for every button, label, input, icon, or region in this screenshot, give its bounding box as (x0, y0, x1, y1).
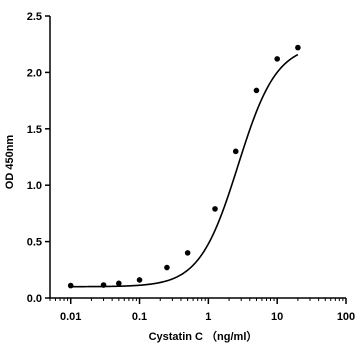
y-tick-label: 0.0 (27, 293, 42, 305)
x-tick-label: 1 (205, 311, 211, 323)
data-point (274, 56, 280, 62)
data-point (67, 282, 74, 289)
x-tick-label: 0.01 (60, 311, 81, 323)
data-point (232, 148, 239, 155)
data-points-layer (67, 44, 301, 289)
data-point (100, 282, 107, 288)
data-point (116, 280, 122, 287)
data-point (295, 44, 301, 51)
y-tick-label: 1.5 (27, 124, 42, 136)
fit-curve-layer (70, 53, 299, 288)
y-axis-label: OD 450nm (4, 135, 16, 190)
x-tick-label: 10 (271, 311, 283, 323)
y-tick-label: 2.5 (27, 11, 42, 23)
y-tick-label: 1.0 (27, 180, 42, 192)
x-axis-label: Cystatin C （ng/ml） (149, 330, 258, 343)
y-tick-label: 2.0 (27, 67, 42, 79)
x-tick-label: 0.1 (132, 311, 147, 323)
fit-curve (70, 53, 299, 288)
x-tick-label: 100 (337, 311, 355, 323)
data-point (164, 264, 170, 271)
data-point (184, 250, 191, 256)
data-point (253, 87, 260, 94)
data-point (212, 206, 218, 212)
data-point (136, 277, 143, 283)
axes: 0.0 0.5 1.0 1.5 2.0 2.5 0.01 0.1 1 10 100 (27, 11, 355, 323)
y-tick-label: 0.5 (27, 237, 42, 249)
